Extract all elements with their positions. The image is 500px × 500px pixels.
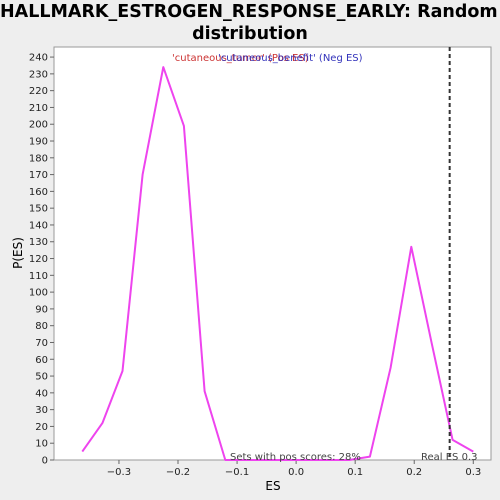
y-tick-label: 10: [35, 439, 48, 450]
legend-neg-label: 'cutaneous_benefit' (Neg ES): [218, 53, 363, 64]
y-axis: 0 10 20 30 40 50 60 70 80 90 100 110 120 130 140 150 160…: [29, 53, 54, 467]
chart-title-line2: distribution: [192, 24, 308, 44]
series-layer: [81, 66, 474, 461]
y-tick-label: 180: [29, 153, 48, 164]
x-tick-label: 0.2: [406, 467, 422, 478]
y-tick-label: 40: [35, 388, 48, 399]
y-tick-label: 70: [35, 338, 48, 349]
y-tick-label: 240: [29, 53, 48, 64]
x-axis: −0.3 −0.2 −0.1 0.0 0.1 0.2 0.3: [107, 460, 481, 478]
chart-title: HALLMARK_ESTROGEN_RESPONSE_EARLY: Random…: [0, 1, 500, 45]
y-tick-label: 50: [35, 372, 48, 383]
x-tick-label: −0.1: [225, 467, 249, 478]
y-tick-label: 20: [35, 422, 48, 433]
y-tick-label: 150: [29, 204, 48, 215]
y-tick-label: 140: [29, 220, 48, 231]
y-tick-label: 230: [29, 69, 48, 80]
y-tick-label: 120: [29, 254, 48, 265]
y-tick-label: 80: [35, 321, 48, 332]
x-axis-label: ES: [265, 479, 280, 493]
chart-title-line1: HALLMARK_ESTROGEN_RESPONSE_EARLY: Random…: [0, 2, 500, 22]
x-tick-label: 0.3: [465, 467, 481, 478]
es-distribution-line: [81, 66, 474, 461]
y-tick-label: 90: [35, 304, 48, 315]
y-tick-label: 220: [29, 86, 48, 97]
y-tick-label: 110: [29, 271, 48, 282]
y-tick-label: 210: [29, 103, 48, 114]
real-es-label: Real ES 0.3: [421, 452, 477, 463]
y-tick-label: 190: [29, 137, 48, 148]
plot-area: [53, 46, 492, 461]
y-tick-label: 200: [29, 120, 48, 131]
y-tick-label: 130: [29, 237, 48, 248]
y-tick-label: 0: [42, 456, 48, 467]
x-tick-label: 0.1: [347, 467, 363, 478]
x-tick-label: −0.3: [107, 467, 131, 478]
y-tick-label: 30: [35, 405, 48, 416]
x-tick-label: 0.0: [288, 467, 304, 478]
pos-score-label: Sets with pos scores: 28%: [230, 452, 361, 463]
y-axis-label: P(ES): [11, 237, 25, 269]
legend-pos-label: 'cutaneous_tumor' (Pos ES): [172, 53, 309, 64]
x-tick-label: −0.2: [166, 467, 190, 478]
y-tick-label: 100: [29, 288, 48, 299]
y-tick-label: 170: [29, 170, 48, 181]
y-tick-label: 60: [35, 355, 48, 366]
y-tick-label: 160: [29, 187, 48, 198]
